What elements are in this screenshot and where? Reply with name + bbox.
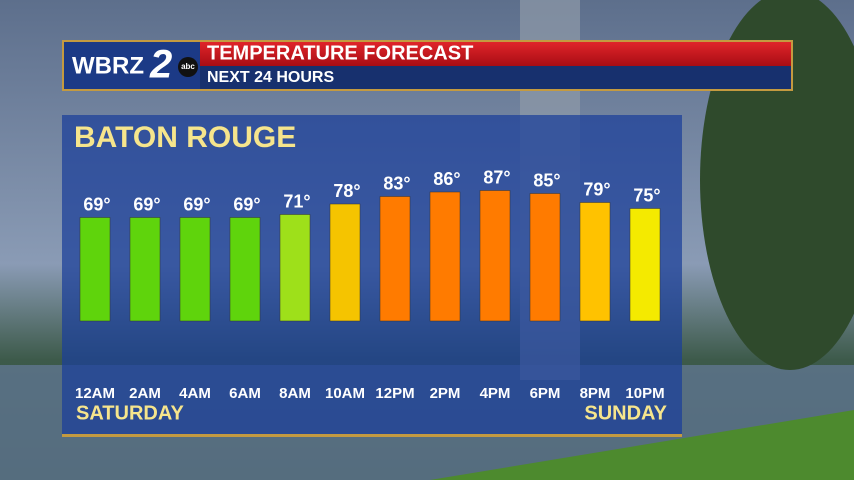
value-label: 86° bbox=[433, 169, 460, 189]
x-tick-label: 8PM bbox=[580, 385, 611, 402]
x-tick-label: 10AM bbox=[325, 385, 365, 402]
value-label: 69° bbox=[183, 194, 210, 214]
bar bbox=[79, 217, 111, 322]
logo-abc-circle bbox=[178, 57, 198, 77]
bar bbox=[129, 217, 161, 322]
x-tick-label: 12AM bbox=[75, 385, 115, 402]
value-label: 71° bbox=[283, 191, 310, 211]
bar bbox=[579, 202, 611, 322]
chart-subtitle: NEXT 24 HOURS bbox=[207, 69, 334, 86]
x-tick-label: 10PM bbox=[625, 385, 664, 402]
value-label: 87° bbox=[483, 167, 510, 187]
day-label: SUNDAY bbox=[584, 402, 667, 424]
location: BATON ROUGE bbox=[74, 121, 296, 154]
x-tick-label: 8AM bbox=[279, 385, 311, 402]
bar bbox=[479, 190, 511, 322]
value-label: 79° bbox=[583, 179, 610, 199]
chart-title: TEMPERATURE FORECAST bbox=[207, 42, 473, 64]
value-label: 85° bbox=[533, 170, 560, 190]
logo-station: WBRZ bbox=[72, 52, 144, 79]
x-tick-label: 4PM bbox=[480, 385, 511, 402]
x-tick-label: 4AM bbox=[179, 385, 211, 402]
bar bbox=[179, 217, 211, 322]
x-tick-label: 2AM bbox=[129, 385, 161, 402]
bar bbox=[329, 203, 361, 322]
value-label: 83° bbox=[383, 173, 410, 193]
header-blue bbox=[64, 66, 791, 89]
panel-edge bbox=[62, 434, 682, 437]
x-tick-label: 6PM bbox=[530, 385, 561, 402]
logo-box bbox=[64, 42, 200, 89]
bar bbox=[379, 196, 411, 322]
x-tick-label: 6AM bbox=[229, 385, 261, 402]
x-tick-label: 12PM bbox=[375, 385, 414, 402]
value-label: 69° bbox=[133, 194, 160, 214]
panel bbox=[62, 115, 682, 437]
bar bbox=[229, 217, 261, 322]
tree bbox=[700, 0, 854, 370]
x-tick-label: 2PM bbox=[430, 385, 461, 402]
value-label: 69° bbox=[83, 194, 110, 214]
value-label: 75° bbox=[633, 185, 660, 205]
value-label: 78° bbox=[333, 181, 360, 201]
bar bbox=[429, 191, 461, 322]
bar bbox=[529, 193, 561, 322]
logo-network: abc bbox=[181, 62, 195, 71]
day-label: SATURDAY bbox=[76, 402, 184, 424]
logo-channel: 2 bbox=[149, 43, 172, 87]
value-label: 69° bbox=[233, 194, 260, 214]
grass bbox=[430, 410, 854, 480]
bar bbox=[279, 214, 311, 322]
bar bbox=[629, 208, 661, 322]
